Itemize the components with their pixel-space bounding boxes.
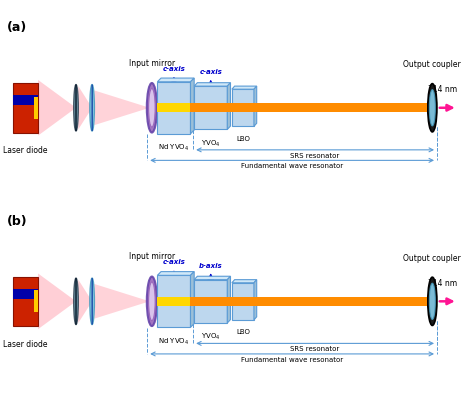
Ellipse shape xyxy=(429,90,435,126)
Polygon shape xyxy=(191,272,194,327)
FancyBboxPatch shape xyxy=(254,297,427,306)
Polygon shape xyxy=(94,90,150,125)
Text: 714 nm: 714 nm xyxy=(428,279,457,288)
FancyBboxPatch shape xyxy=(13,289,38,299)
Polygon shape xyxy=(157,78,194,82)
Text: Output coupler: Output coupler xyxy=(403,60,461,70)
Polygon shape xyxy=(38,273,76,329)
FancyBboxPatch shape xyxy=(232,89,254,126)
Text: YVO$_4$: YVO$_4$ xyxy=(201,332,220,342)
FancyBboxPatch shape xyxy=(191,297,196,306)
Ellipse shape xyxy=(73,278,78,325)
Polygon shape xyxy=(194,276,230,280)
Polygon shape xyxy=(254,280,257,320)
Ellipse shape xyxy=(73,85,78,131)
Text: LBO: LBO xyxy=(236,329,250,335)
FancyBboxPatch shape xyxy=(194,103,227,112)
Text: Fundamental wave resonator: Fundamental wave resonator xyxy=(241,357,343,363)
FancyBboxPatch shape xyxy=(194,86,227,130)
Ellipse shape xyxy=(428,277,437,325)
Polygon shape xyxy=(78,280,92,323)
Text: LBO: LBO xyxy=(236,135,250,142)
Text: c-axis: c-axis xyxy=(163,66,185,72)
Ellipse shape xyxy=(147,276,157,326)
Ellipse shape xyxy=(147,83,157,133)
FancyBboxPatch shape xyxy=(34,97,38,118)
Polygon shape xyxy=(227,83,230,130)
Ellipse shape xyxy=(90,85,94,131)
Polygon shape xyxy=(254,86,257,126)
Text: YVO$_4$: YVO$_4$ xyxy=(201,139,220,149)
Text: Input mirror: Input mirror xyxy=(129,252,175,261)
Text: (a): (a) xyxy=(7,21,27,34)
Polygon shape xyxy=(38,80,76,135)
Text: Laser diode: Laser diode xyxy=(3,146,48,155)
Text: SRS resonator: SRS resonator xyxy=(291,346,340,352)
Text: SRS resonator: SRS resonator xyxy=(291,153,340,159)
Ellipse shape xyxy=(429,283,435,320)
FancyBboxPatch shape xyxy=(232,297,254,306)
Polygon shape xyxy=(94,284,150,319)
Polygon shape xyxy=(227,276,230,323)
FancyBboxPatch shape xyxy=(157,103,191,112)
FancyBboxPatch shape xyxy=(34,290,38,312)
FancyBboxPatch shape xyxy=(232,283,254,320)
FancyBboxPatch shape xyxy=(232,103,254,112)
FancyBboxPatch shape xyxy=(157,82,191,134)
Text: Laser diode: Laser diode xyxy=(3,340,48,349)
FancyBboxPatch shape xyxy=(194,297,227,306)
Polygon shape xyxy=(157,272,194,275)
Ellipse shape xyxy=(148,88,155,127)
FancyBboxPatch shape xyxy=(13,96,38,105)
Polygon shape xyxy=(232,280,257,283)
FancyBboxPatch shape xyxy=(13,83,38,133)
FancyBboxPatch shape xyxy=(13,276,38,326)
FancyBboxPatch shape xyxy=(157,275,191,327)
Text: (b): (b) xyxy=(7,215,27,228)
Polygon shape xyxy=(191,78,194,134)
Text: Fundamental wave resonator: Fundamental wave resonator xyxy=(241,164,343,169)
Polygon shape xyxy=(194,83,230,86)
Polygon shape xyxy=(232,86,257,89)
FancyBboxPatch shape xyxy=(227,297,232,306)
FancyBboxPatch shape xyxy=(194,280,227,323)
Text: c-axis: c-axis xyxy=(163,260,185,265)
Ellipse shape xyxy=(90,278,94,325)
Text: Output coupler: Output coupler xyxy=(403,254,461,263)
Text: Nd YVO$_4$: Nd YVO$_4$ xyxy=(158,143,190,153)
Polygon shape xyxy=(78,86,92,130)
Text: b-axis: b-axis xyxy=(199,263,222,269)
Ellipse shape xyxy=(148,282,155,321)
FancyBboxPatch shape xyxy=(157,297,191,306)
Text: Nd YVO$_4$: Nd YVO$_4$ xyxy=(158,337,190,347)
FancyBboxPatch shape xyxy=(227,103,232,112)
Ellipse shape xyxy=(428,84,437,132)
Text: Input mirror: Input mirror xyxy=(129,58,175,68)
Text: 714 nm: 714 nm xyxy=(428,85,457,94)
FancyBboxPatch shape xyxy=(254,103,427,112)
FancyBboxPatch shape xyxy=(191,103,196,112)
Text: c-axis: c-axis xyxy=(200,69,222,75)
